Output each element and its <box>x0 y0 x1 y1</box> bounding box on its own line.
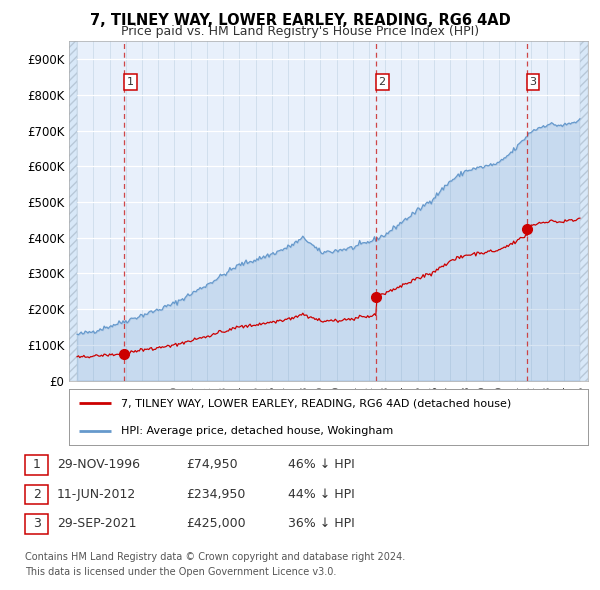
Text: 7, TILNEY WAY, LOWER EARLEY, READING, RG6 4AD (detached house): 7, TILNEY WAY, LOWER EARLEY, READING, RG… <box>121 398 511 408</box>
Text: 1: 1 <box>127 77 134 87</box>
Text: This data is licensed under the Open Government Licence v3.0.: This data is licensed under the Open Gov… <box>25 567 337 577</box>
Text: 11-JUN-2012: 11-JUN-2012 <box>57 488 136 501</box>
Text: Price paid vs. HM Land Registry's House Price Index (HPI): Price paid vs. HM Land Registry's House … <box>121 25 479 38</box>
Bar <box>69 41 77 381</box>
Text: 44% ↓ HPI: 44% ↓ HPI <box>288 488 355 501</box>
Text: 3: 3 <box>32 517 41 530</box>
Text: 2: 2 <box>379 77 386 87</box>
Text: Contains HM Land Registry data © Crown copyright and database right 2024.: Contains HM Land Registry data © Crown c… <box>25 552 406 562</box>
Text: 29-NOV-1996: 29-NOV-1996 <box>57 458 140 471</box>
Bar <box>580 41 588 381</box>
Text: 46% ↓ HPI: 46% ↓ HPI <box>288 458 355 471</box>
Text: 3: 3 <box>530 77 536 87</box>
Text: 36% ↓ HPI: 36% ↓ HPI <box>288 517 355 530</box>
Text: HPI: Average price, detached house, Wokingham: HPI: Average price, detached house, Woki… <box>121 427 393 437</box>
Text: £74,950: £74,950 <box>186 458 238 471</box>
Text: £234,950: £234,950 <box>186 488 245 501</box>
Text: 29-SEP-2021: 29-SEP-2021 <box>57 517 137 530</box>
Text: 2: 2 <box>32 488 41 501</box>
Text: 1: 1 <box>32 458 41 471</box>
Text: £425,000: £425,000 <box>186 517 245 530</box>
Text: 7, TILNEY WAY, LOWER EARLEY, READING, RG6 4AD: 7, TILNEY WAY, LOWER EARLEY, READING, RG… <box>89 13 511 28</box>
